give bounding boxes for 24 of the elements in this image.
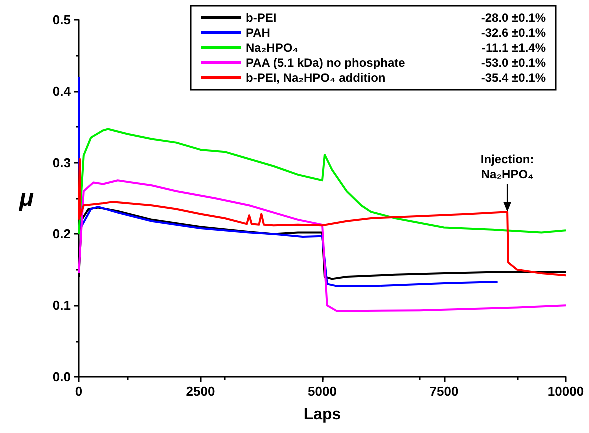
annotation: -53.0 ±0.1%: [481, 56, 546, 70]
legend-label: PAA (5.1 kDa) no phosphate: [246, 56, 406, 70]
annotation: -11.1 ±1.4%: [482, 41, 546, 55]
x-tick-label: 2500: [186, 384, 216, 399]
legend-label: b-PEI: [246, 11, 277, 25]
y-tick-label: 0.0: [52, 370, 71, 384]
annotation: -32.6 ±0.1%: [481, 26, 546, 40]
y-tick-label: 0.1: [52, 298, 71, 314]
y-tick-label: 0.4: [52, 84, 72, 99]
legend-label: Na₂HPO₄: [246, 41, 299, 55]
x-tick-label: 7500: [430, 384, 459, 399]
y-tick-label: 0.2: [52, 226, 71, 242]
annotation: Injection: Na₂HPO₄: [480, 152, 534, 182]
legend-label: b-PEI, Na₂HPO₄ addition: [246, 71, 386, 85]
x-tick-label: 0: [75, 384, 83, 399]
legend-label: PAH: [246, 26, 270, 40]
x-tick-label: 5000: [308, 384, 337, 399]
annotation: -28.0 ±0.1%: [481, 11, 546, 25]
x-axis-title: Laps: [304, 406, 342, 424]
y-tick-label: 0.5: [52, 12, 71, 28]
y-axis-title: μ: [18, 185, 35, 212]
x-tick-label: 10000: [548, 384, 584, 399]
annotation: -35.4 ±0.1%: [481, 71, 546, 85]
y-tick-label: 0.3: [52, 155, 71, 170]
